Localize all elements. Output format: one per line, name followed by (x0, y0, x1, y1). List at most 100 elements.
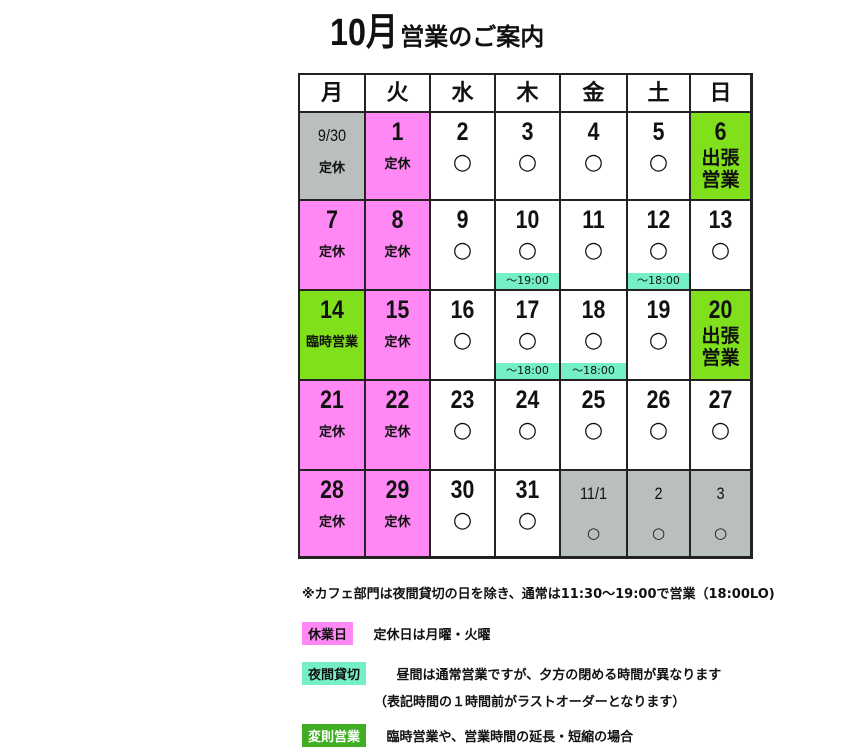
day-cell: 11/1 ○ (561, 471, 626, 556)
day-cell: 8 定休 (366, 201, 429, 289)
status-note: 定休 (384, 425, 411, 440)
day-number: 26 (646, 386, 671, 414)
day-cell: 29 定休 (366, 471, 429, 556)
day-cell: 5 ○ (628, 113, 689, 199)
open-mark: ○ (517, 238, 538, 263)
day-cell: 2 ○ (628, 471, 689, 556)
cafe-note: ※カフェ部門は夜間貸切の日を除き、通常は11:30～19:00で営業（18:00… (302, 587, 775, 602)
day-cell: 30 ○ (431, 471, 494, 556)
open-mark: ○ (583, 150, 604, 175)
day-number: 5 (652, 118, 665, 146)
closing-time-badge: ～18:00 (628, 273, 689, 289)
day-number: 12 (646, 206, 671, 234)
open-mark: ○ (583, 238, 604, 263)
day-number: 19 (646, 296, 671, 324)
legend-tag: 休業日 (302, 622, 354, 645)
legend-text: 昼間は通常営業ですが、夕方の閉める時間が異なります (396, 668, 722, 683)
status-note: 出張 営業 (701, 325, 740, 369)
day-cell: 16 ○ (431, 291, 494, 379)
open-mark: ○ (583, 418, 604, 443)
day-number: 28 (320, 476, 344, 504)
day-number: 9 (456, 206, 469, 234)
day-cell: 20 出張 営業 (691, 291, 750, 379)
day-number: 4 (587, 118, 600, 146)
open-mark: ○ (583, 328, 604, 353)
day-number: 2 (456, 118, 469, 146)
status-note: 臨時営業 (305, 335, 358, 350)
weekday-header: 土 (628, 75, 689, 111)
day-number: 3 (716, 484, 725, 503)
open-mark: ○ (452, 508, 473, 533)
day-cell: 25 ○ (561, 381, 626, 469)
weekday-header: 水 (431, 75, 494, 111)
calendar-table: 月火水木金土日 9/30 定休 1 定休 2 ○ 3 ○ 4 ○ 5 ○ 6 出張 営業 7 定休 8 定休 9 ○ 10… (298, 73, 753, 559)
day-cell: 1 定休 (366, 113, 429, 199)
open-mark: ○ (651, 524, 666, 542)
status-note: 定休 (384, 515, 411, 530)
open-mark: ○ (648, 150, 669, 175)
legend-tag: 変則営業 (302, 724, 367, 747)
open-mark: ○ (710, 418, 731, 443)
day-cell: 3 ○ (691, 471, 750, 556)
open-mark: ○ (452, 418, 473, 443)
status-note: 定休 (318, 245, 345, 260)
day-number: 9/30 (317, 126, 347, 145)
day-number: 14 (320, 296, 344, 324)
day-number: 10 (515, 206, 540, 234)
status-note: 定休 (318, 161, 345, 176)
open-mark: ○ (586, 524, 601, 542)
day-number: 29 (385, 476, 410, 504)
legend-night: 夜間貸切 昼間は通常営業ですが、夕方の閉める時間が異なります （表記時間の１時間… (302, 662, 721, 710)
open-mark: ○ (452, 150, 473, 175)
day-cell: 15 定休 (366, 291, 429, 379)
day-number: 24 (515, 386, 540, 414)
open-mark: ○ (517, 508, 538, 533)
weekday-header: 日 (691, 75, 750, 111)
day-number: 2 (654, 484, 663, 503)
day-cell: 22 定休 (366, 381, 429, 469)
day-cell: 6 出張 営業 (691, 113, 750, 199)
weekday-header: 木 (496, 75, 559, 111)
day-cell: 4 ○ (561, 113, 626, 199)
day-number: 6 (714, 118, 727, 146)
day-cell: 31 ○ (496, 471, 559, 556)
legend-text-2: （表記時間の１時間前がラストオーダーとなります） (374, 695, 686, 710)
day-number: 23 (450, 386, 475, 414)
open-mark: ○ (517, 418, 538, 443)
open-mark: ○ (517, 150, 538, 175)
day-cell: 2 ○ (431, 113, 494, 199)
day-cell: 17 ○ ～18:00 (496, 291, 559, 379)
day-number: 30 (450, 476, 475, 504)
weekday-header: 月 (300, 75, 364, 111)
open-mark: ○ (648, 238, 669, 263)
day-cell: 12 ○ ～18:00 (628, 201, 689, 289)
open-mark: ○ (517, 328, 538, 353)
day-number: 27 (708, 386, 733, 414)
day-number: 13 (708, 206, 733, 234)
day-number: 18 (581, 296, 606, 324)
status-note: 出張 営業 (701, 147, 740, 191)
day-cell: 14 臨時営業 (300, 291, 364, 379)
closing-time-badge: ～18:00 (561, 363, 626, 379)
day-number: 25 (581, 386, 606, 414)
day-number: 11 (582, 206, 605, 234)
day-cell: 23 ○ (431, 381, 494, 469)
day-cell: 27 ○ (691, 381, 750, 469)
day-cell: 28 定休 (300, 471, 364, 556)
closing-time-badge: ～18:00 (496, 363, 559, 379)
day-cell: 10 ○ ～19:00 (496, 201, 559, 289)
open-mark: ○ (648, 328, 669, 353)
day-cell: 9/30 定休 (300, 113, 364, 199)
day-number: 15 (385, 296, 410, 324)
day-cell: 21 定休 (300, 381, 364, 469)
status-note: 定休 (384, 245, 411, 260)
weekday-header: 金 (561, 75, 626, 111)
open-mark: ○ (452, 238, 473, 263)
day-cell: 26 ○ (628, 381, 689, 469)
day-cell: 24 ○ (496, 381, 559, 469)
day-number: 7 (326, 206, 338, 234)
page-title: 10月 営業のご案内 (330, 6, 544, 56)
day-number: 16 (450, 296, 475, 324)
status-note: 定休 (384, 335, 411, 350)
day-cell: 3 ○ (496, 113, 559, 199)
